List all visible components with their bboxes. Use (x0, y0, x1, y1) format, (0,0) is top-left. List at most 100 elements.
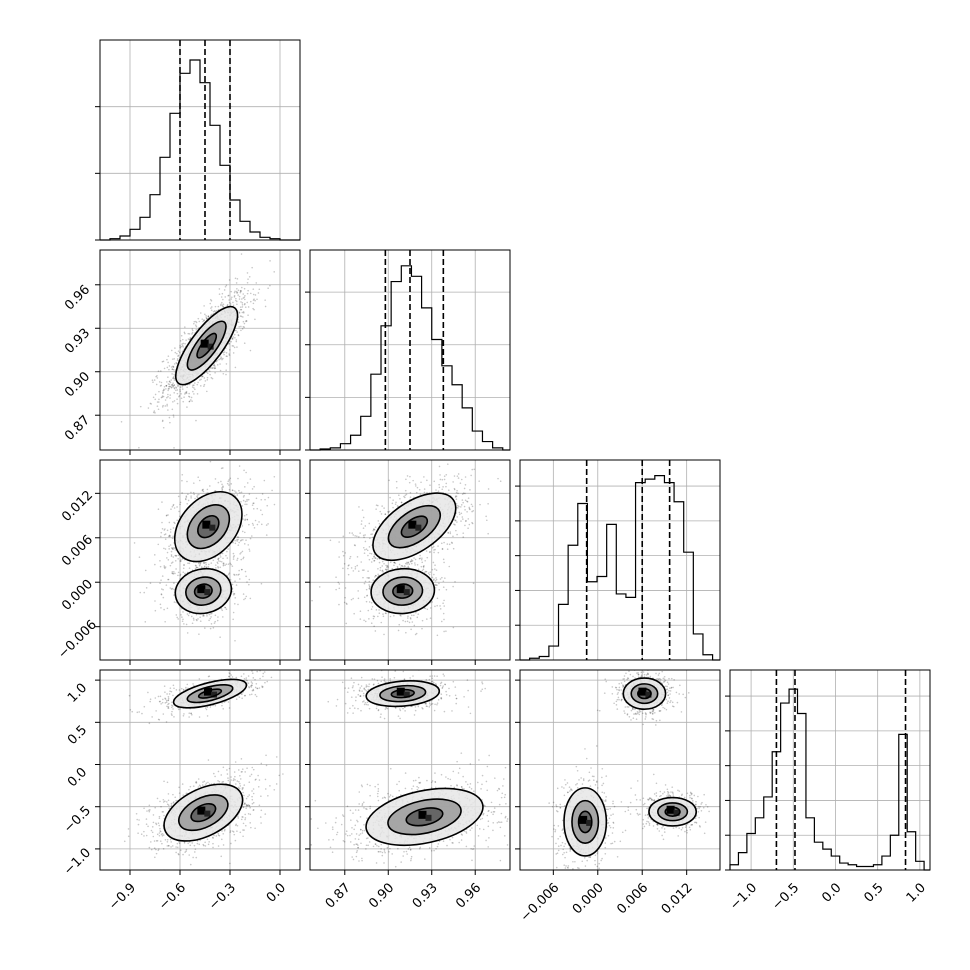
point (198, 633, 200, 635)
point (263, 479, 266, 482)
point (167, 355, 170, 357)
point (176, 352, 178, 355)
point (224, 606, 226, 609)
point (453, 488, 456, 491)
point (230, 674, 233, 676)
contour-1-0-0-0 (196, 332, 218, 359)
point (234, 490, 236, 492)
point (445, 630, 447, 632)
point (467, 518, 470, 520)
point (267, 523, 269, 525)
point (171, 368, 174, 371)
point (234, 542, 237, 545)
point (435, 489, 437, 491)
point (171, 710, 173, 713)
point (429, 617, 432, 619)
point (343, 562, 346, 565)
point (447, 531, 450, 534)
point (214, 564, 217, 566)
point (241, 311, 244, 314)
point (243, 287, 246, 290)
point (172, 535, 174, 538)
point (375, 609, 378, 611)
point (222, 305, 224, 308)
point (394, 562, 397, 564)
point (172, 377, 174, 380)
point (187, 562, 189, 564)
point (335, 576, 337, 578)
point (410, 614, 413, 617)
point (414, 564, 416, 566)
point (471, 510, 473, 513)
point (434, 583, 437, 586)
point (371, 557, 374, 560)
point (205, 316, 208, 319)
point (182, 571, 185, 574)
point (177, 385, 179, 387)
point (228, 572, 231, 575)
point (160, 593, 163, 595)
point (420, 481, 422, 484)
point (444, 577, 446, 579)
point (158, 401, 160, 403)
point (437, 490, 440, 492)
point (231, 565, 234, 567)
point (172, 368, 175, 371)
point (411, 559, 414, 562)
density-peak2-1-0-0 (207, 343, 214, 350)
point (404, 496, 406, 499)
point (170, 379, 173, 381)
point (239, 491, 241, 494)
point (213, 364, 216, 366)
point (244, 294, 246, 297)
point (385, 568, 387, 571)
point (454, 519, 457, 522)
point (172, 365, 175, 368)
point (210, 367, 212, 369)
point (229, 672, 231, 675)
point (382, 613, 384, 615)
point (472, 509, 475, 512)
point (182, 400, 185, 403)
point (178, 510, 180, 513)
point (249, 597, 252, 600)
point (195, 613, 198, 616)
point (158, 718, 161, 721)
point (264, 498, 266, 501)
point (194, 497, 196, 500)
point (222, 486, 224, 488)
point (242, 499, 245, 502)
point (214, 478, 217, 480)
point (471, 505, 474, 508)
point (173, 594, 175, 596)
point (233, 296, 236, 298)
point (442, 486, 444, 488)
point (184, 393, 186, 395)
contour-1-0-0-1 (186, 320, 227, 371)
point (249, 478, 252, 480)
point (414, 633, 417, 636)
point (423, 491, 426, 494)
point (168, 521, 171, 524)
point (240, 568, 243, 571)
point (224, 285, 227, 288)
point (422, 565, 425, 568)
point (242, 316, 244, 318)
point (172, 708, 174, 710)
point (434, 564, 436, 567)
point (251, 488, 254, 490)
point (255, 282, 258, 284)
point (158, 700, 161, 703)
point (238, 311, 241, 314)
point (248, 275, 251, 278)
point (461, 499, 464, 501)
point (248, 548, 251, 551)
point (164, 538, 167, 540)
point (254, 299, 256, 302)
point (458, 505, 460, 508)
point (169, 587, 172, 589)
point (363, 619, 365, 622)
point (235, 282, 238, 284)
point (218, 288, 221, 290)
point (244, 570, 247, 573)
